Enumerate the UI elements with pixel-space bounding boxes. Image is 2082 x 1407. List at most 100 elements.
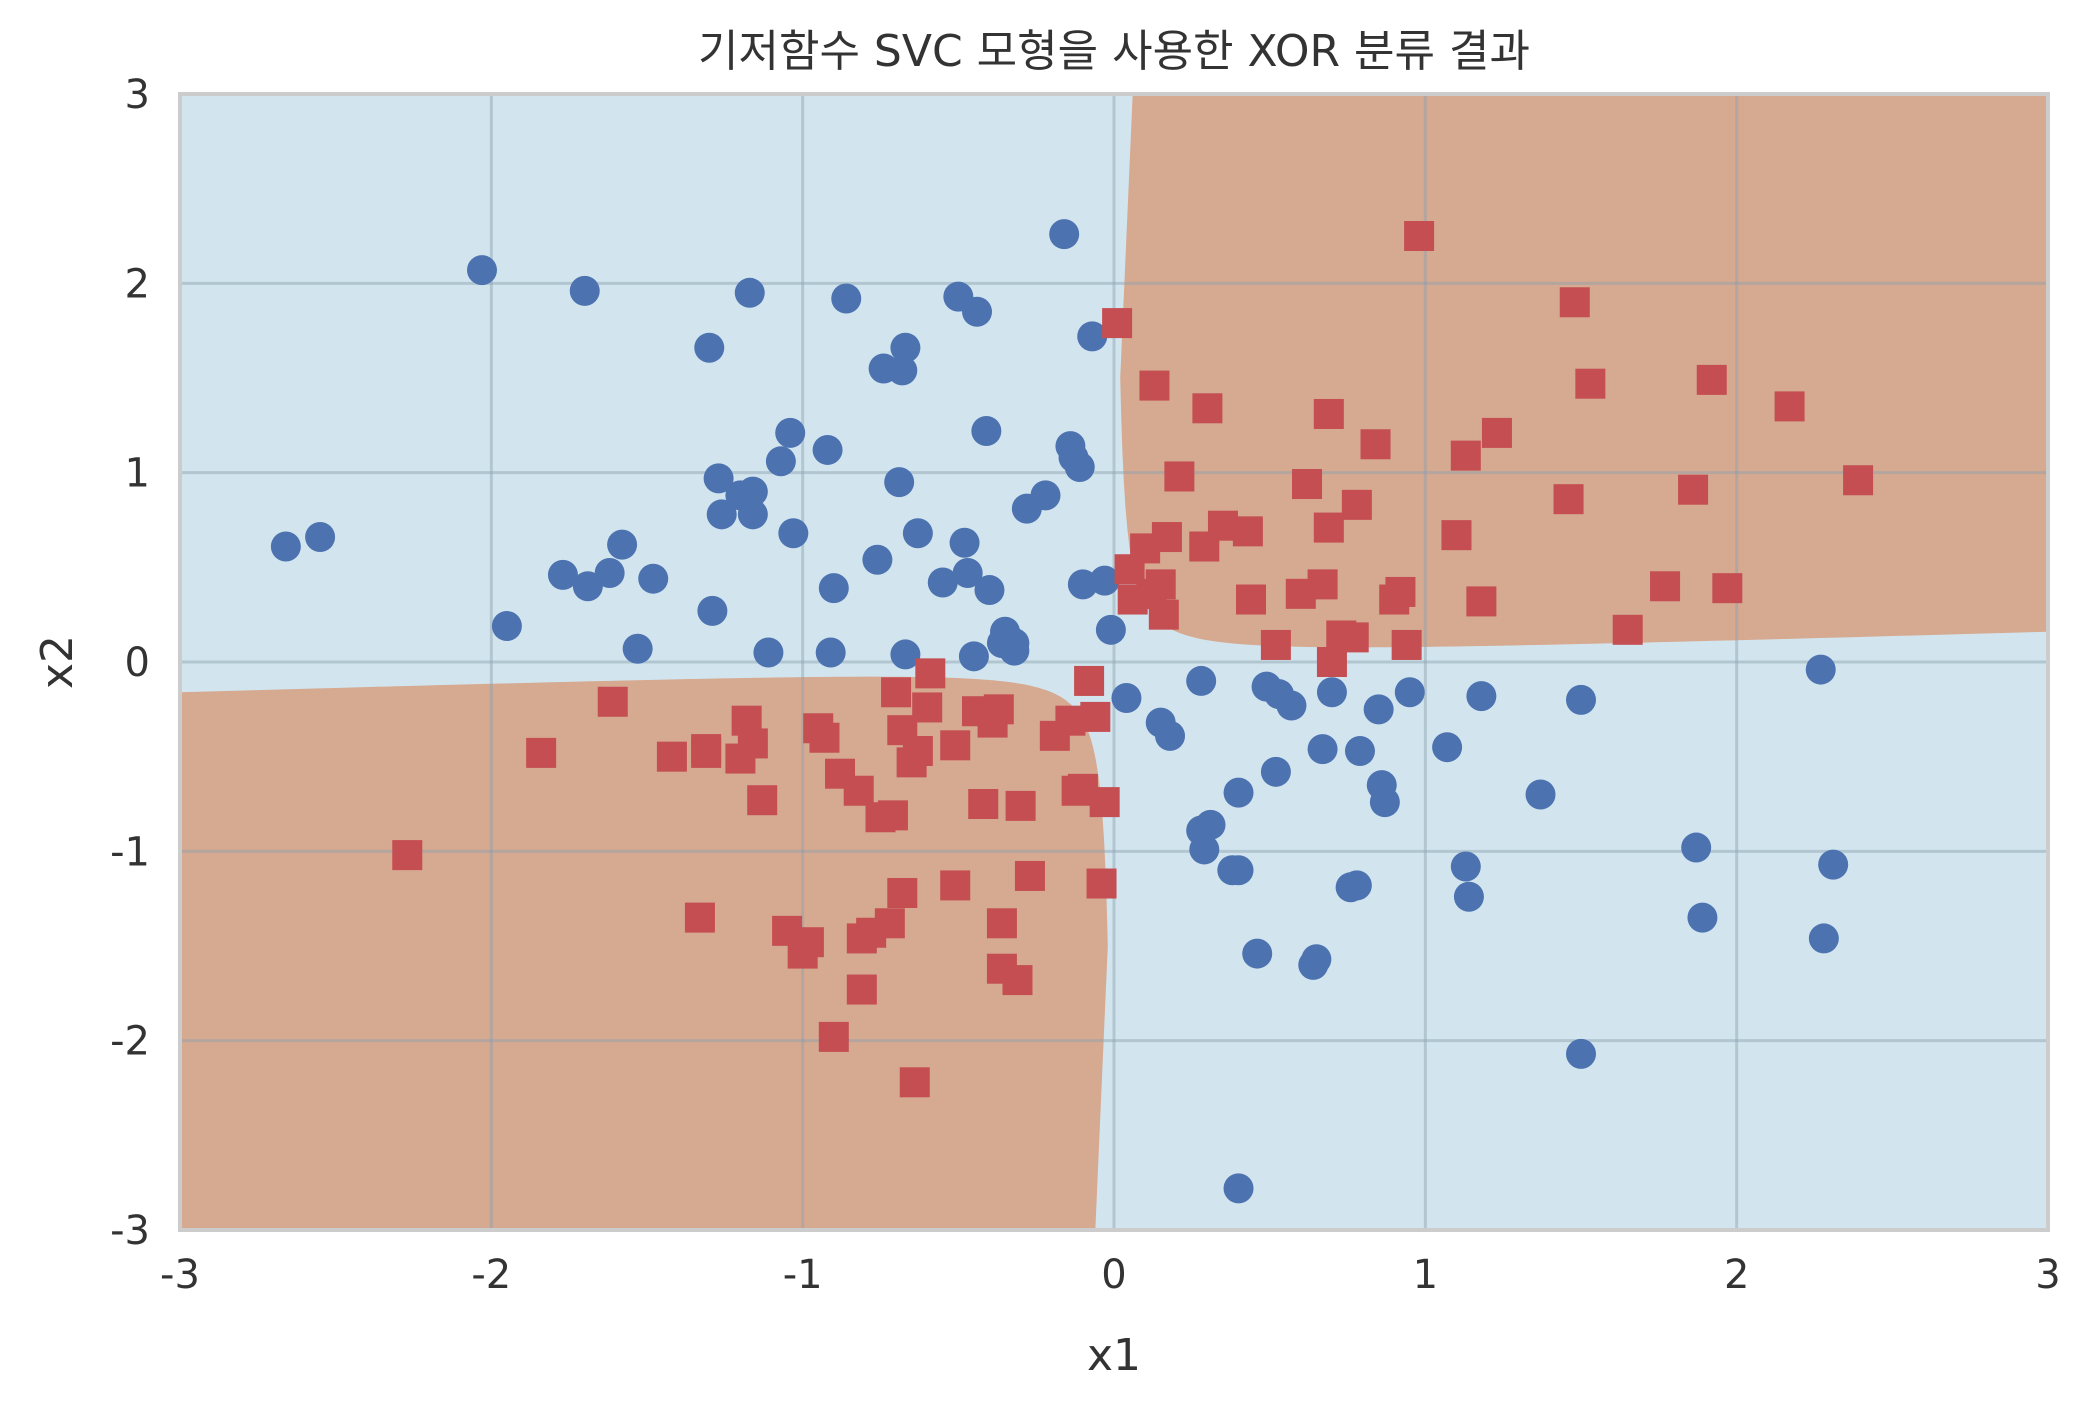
point-circle <box>1111 682 1142 713</box>
point-circle <box>1186 665 1217 696</box>
point-circle <box>1030 480 1061 511</box>
point-square <box>1002 965 1033 996</box>
point-circle <box>831 283 862 314</box>
point-circle <box>1223 855 1254 886</box>
point-square <box>1151 522 1182 553</box>
point-circle <box>1223 1173 1254 1204</box>
point-circle <box>818 573 849 604</box>
point-square <box>1338 622 1369 653</box>
point-circle <box>1394 677 1425 708</box>
point-circle <box>765 446 796 477</box>
point-square <box>887 877 918 908</box>
point-square <box>747 785 778 816</box>
point-circle <box>999 635 1030 666</box>
point-circle <box>569 275 600 306</box>
point-square <box>881 677 912 708</box>
point-circle <box>1466 681 1497 712</box>
point-square <box>983 694 1014 725</box>
point-square <box>1232 516 1263 547</box>
point-square <box>1404 221 1435 251</box>
point-circle <box>694 332 725 363</box>
point-circle <box>890 332 921 363</box>
point-square <box>877 800 908 831</box>
point-circle <box>1077 321 1108 352</box>
point-square <box>1089 787 1120 818</box>
x-axis-label: x1 <box>1087 1330 1141 1381</box>
point-circle <box>1525 779 1556 810</box>
y-axis-label: x2 <box>32 635 83 689</box>
point-square <box>597 686 628 717</box>
point-square <box>912 692 943 723</box>
point-circle <box>466 255 497 286</box>
point-square <box>1086 868 1117 899</box>
point-circle <box>887 355 918 386</box>
point-circle <box>1453 881 1484 912</box>
x-tick-label: 3 <box>2035 1252 2060 1298</box>
point-circle <box>703 463 734 494</box>
point-square <box>1139 370 1170 401</box>
point-circle <box>775 417 806 448</box>
point-circle <box>1223 777 1254 808</box>
point-square <box>1005 790 1036 821</box>
point-circle <box>1049 219 1080 250</box>
point-circle <box>697 595 728 626</box>
point-square <box>915 658 946 689</box>
point-circle <box>1566 1038 1596 1069</box>
point-circle <box>638 563 669 594</box>
point-square <box>986 908 1017 939</box>
point-circle <box>952 558 983 589</box>
point-square <box>691 737 722 768</box>
point-circle <box>305 522 336 553</box>
point-circle <box>890 639 921 670</box>
x-tick-label: -2 <box>471 1252 511 1298</box>
point-circle <box>812 434 843 465</box>
point-circle <box>1189 834 1220 865</box>
point-circle <box>1818 849 1849 880</box>
point-circle <box>572 571 603 602</box>
point-circle <box>1260 756 1291 787</box>
point-square <box>1080 701 1111 732</box>
point-square <box>1341 489 1372 520</box>
point-square <box>1148 599 1179 630</box>
point-circle <box>594 558 625 589</box>
point-square <box>1102 308 1133 339</box>
chart-title: 기저함수 SVC 모형을 사용한 XOR 분류 결과 <box>698 26 1530 77</box>
data-points <box>270 219 1874 1204</box>
point-square <box>902 735 933 766</box>
x-tick-label: 1 <box>1413 1252 1438 1298</box>
point-circle <box>1276 690 1307 721</box>
point-circle <box>1808 923 1839 954</box>
point-square <box>684 902 715 933</box>
point-circle <box>270 531 301 562</box>
y-tick-label: 3 <box>125 72 150 118</box>
point-square <box>1450 440 1481 471</box>
point-square <box>1164 461 1195 492</box>
point-circle <box>1805 654 1836 685</box>
point-circle <box>974 575 1005 606</box>
point-circle <box>815 637 846 668</box>
point-square <box>1391 629 1422 660</box>
point-square <box>1292 469 1323 500</box>
y-tick-label: 2 <box>125 261 150 307</box>
point-circle <box>1369 787 1400 818</box>
plot-frame <box>178 92 2050 1232</box>
point-circle <box>962 296 993 327</box>
point-square <box>1441 520 1472 551</box>
point-square <box>899 1067 930 1098</box>
point-square <box>737 728 768 759</box>
point-square <box>809 722 840 753</box>
x-tick-label: 2 <box>1724 1252 1749 1298</box>
point-square <box>1481 417 1512 448</box>
point-square <box>843 775 874 806</box>
point-circle <box>1242 938 1273 969</box>
point-circle <box>1363 694 1394 725</box>
point-circle <box>884 467 915 498</box>
point-square <box>1843 465 1874 496</box>
point-square <box>392 840 423 871</box>
point-square <box>1575 368 1606 399</box>
y-tick-label: 1 <box>125 451 150 497</box>
point-square <box>874 908 905 939</box>
point-square <box>940 870 971 901</box>
x-tick-label: -1 <box>783 1252 823 1298</box>
